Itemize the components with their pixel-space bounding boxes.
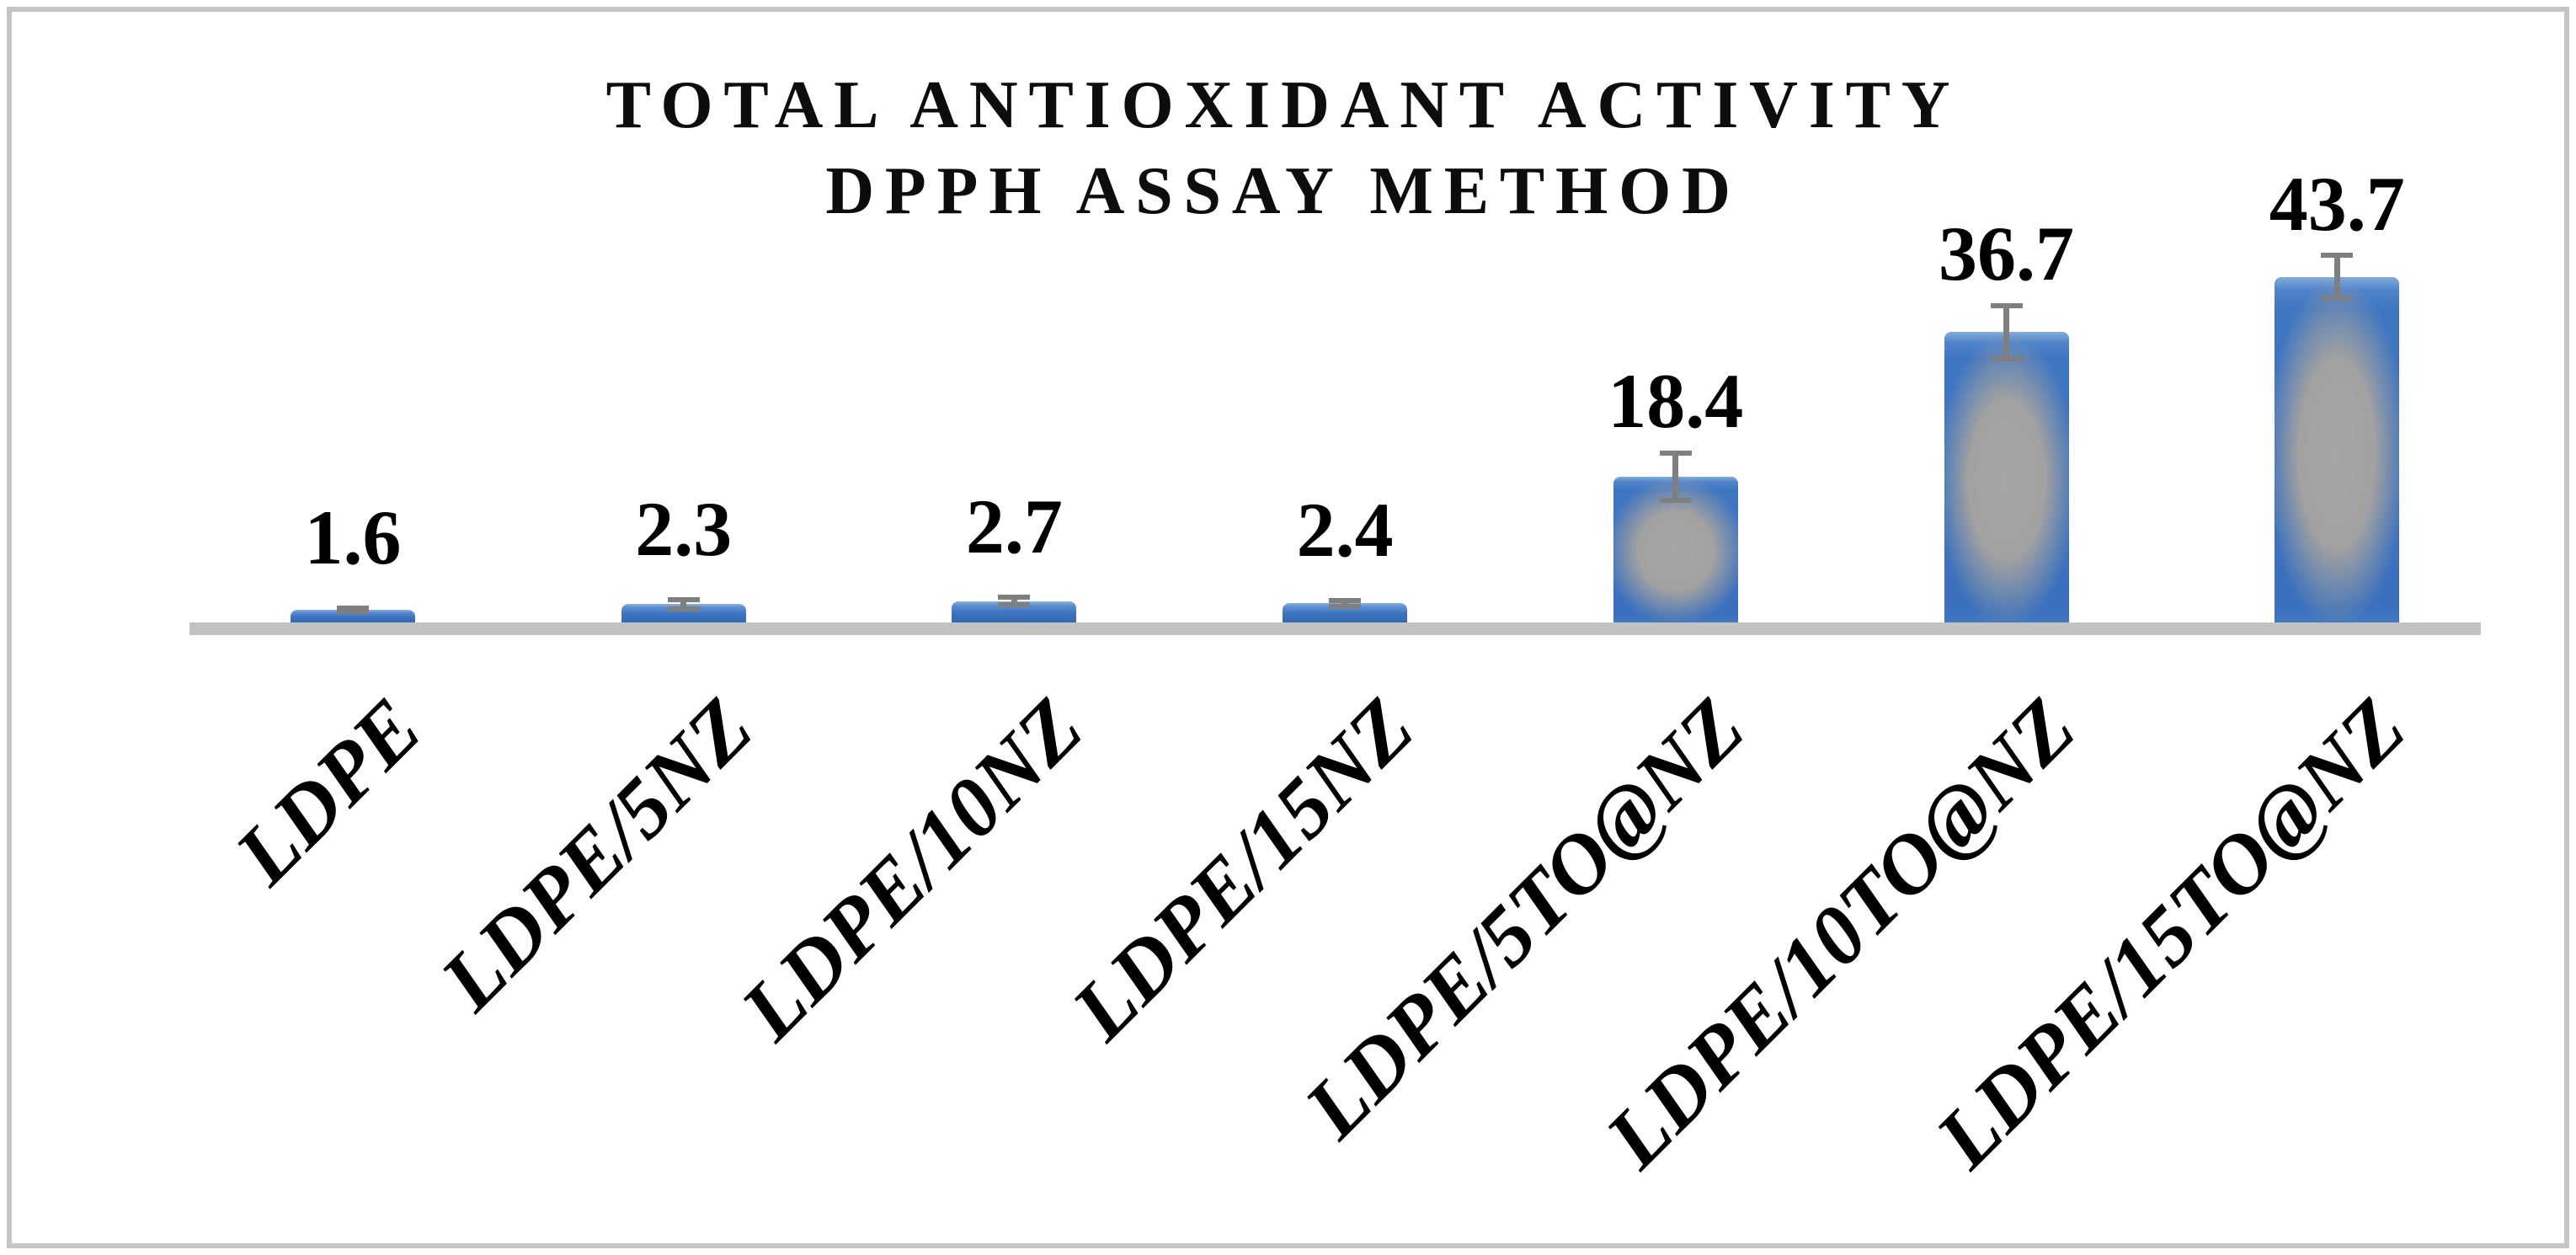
chart-title-line2: DPPH ASSAY METHOD xyxy=(825,154,1741,229)
error-cap-bottom xyxy=(1990,356,2023,362)
bar-data-label: 2.7 xyxy=(965,483,1063,570)
error-cap-top xyxy=(2321,253,2354,259)
error-bar-whisker xyxy=(1341,597,1348,610)
error-cap-top xyxy=(1329,597,1362,603)
chart-border-frame xyxy=(7,7,2569,1248)
error-cap-top xyxy=(1990,302,2023,308)
bar-data-label: 43.7 xyxy=(2269,160,2405,247)
error-bar-whisker xyxy=(2003,302,2009,362)
error-cap-bottom xyxy=(667,606,700,611)
bar-data-label: 18.4 xyxy=(1608,358,1744,445)
bar-LDPE/15NZ xyxy=(1283,603,1408,622)
bar-data-label: 2.4 xyxy=(1296,486,1394,573)
bar-data-label: 1.6 xyxy=(304,494,402,581)
bar-LDPE/5NZ xyxy=(621,604,746,622)
error-cap-top xyxy=(1659,451,1692,457)
error-cap-bottom xyxy=(2321,295,2354,301)
error-bar-whisker xyxy=(1011,595,1017,608)
chart-title: TOTAL ANTIOXIDANT ACTIVITY DPPH ASSAY ME… xyxy=(606,62,1961,235)
category-label-LDPE/10NZ: LDPE/10NZ xyxy=(723,680,1101,1058)
error-bar-whisker xyxy=(2333,253,2340,301)
error-cap-bottom xyxy=(1659,498,1692,504)
error-cap-top xyxy=(337,606,369,611)
bar-data-label: 2.3 xyxy=(635,485,733,572)
bar-LDPE/10TO@NZ xyxy=(1944,332,2069,622)
x-axis-line xyxy=(189,622,2481,635)
bar-data-label: 36.7 xyxy=(1939,210,2074,296)
error-cap-top xyxy=(998,595,1031,601)
bar-LDPE xyxy=(291,609,415,622)
error-cap-top xyxy=(667,596,700,602)
error-bar-whisker xyxy=(1672,451,1679,504)
category-label-LDPE/15NZ: LDPE/15NZ xyxy=(1053,680,1432,1058)
chart-title-line1: TOTAL ANTIOXIDANT ACTIVITY xyxy=(605,68,1961,142)
error-bar-whisker xyxy=(680,596,687,611)
category-label-LDPE/5NZ: LDPE/5NZ xyxy=(422,680,770,1028)
error-cap-bottom xyxy=(998,602,1031,608)
error-cap-bottom xyxy=(1329,604,1362,610)
category-label-LDPE: LDPE xyxy=(217,680,440,902)
error-cap-bottom xyxy=(337,608,369,614)
bar-LDPE/15TO@NZ xyxy=(2275,276,2400,622)
